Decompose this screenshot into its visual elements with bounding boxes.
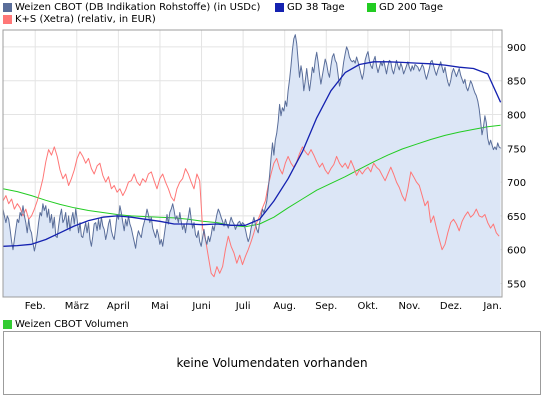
y-tick-label: 550 (507, 279, 526, 290)
gd200-line (2, 124, 501, 228)
legend-item-gd38: GD 38 Tage (275, 1, 345, 13)
x-tick-label: Juli (235, 301, 251, 312)
y-tick-label: 800 (507, 110, 526, 121)
legend-label-gd38: GD 38 Tage (287, 1, 345, 13)
ks-line (2, 146, 500, 278)
legend-item-price: Weizen CBOT (DB Indikation Rohstoffe) (i… (3, 1, 260, 13)
volume-swatch-icon (3, 319, 12, 329)
y-tick-label: 750 (507, 144, 526, 155)
volume-panel: keine Volumendaten vorhanden (3, 331, 541, 395)
ks-swatch-icon (3, 14, 12, 24)
x-tick-label: Mai (151, 301, 169, 312)
x-tick-label: Jan. (482, 301, 502, 312)
x-tick-label: April (107, 301, 130, 312)
x-tick-label: Nov. (398, 301, 420, 312)
x-tick-label: Feb. (25, 301, 46, 312)
y-tick-label: 900 (507, 43, 526, 54)
legend-item-volume: Weizen CBOT Volumen (3, 318, 129, 330)
plot-border (2, 29, 503, 298)
x-tick-label: Juni (191, 301, 210, 312)
gd38-swatch-icon (275, 2, 284, 12)
legend-label-ks: K+S (Xetra) (relativ, in EUR) (15, 13, 156, 25)
gd38-line (2, 61, 502, 247)
y-tick-label: 700 (507, 178, 526, 189)
y-tick-label: 600 (507, 246, 526, 257)
legend-item-gd200: GD 200 Tage (367, 1, 443, 13)
x-tick-label: Aug. (273, 301, 296, 312)
legend-item-ks: K+S (Xetra) (relativ, in EUR) (3, 13, 156, 25)
legend-label-gd200: GD 200 Tage (379, 1, 443, 13)
x-tick-label: Dez. (440, 301, 462, 312)
legend-label-volume: Weizen CBOT Volumen (15, 318, 129, 330)
gd200-swatch-icon (367, 2, 376, 12)
y-tick-label: 850 (507, 77, 526, 88)
legend-label-price: Weizen CBOT (DB Indikation Rohstoffe) (i… (15, 1, 261, 13)
price-line (2, 34, 501, 252)
price-swatch-icon (3, 2, 12, 12)
y-tick-label: 650 (507, 212, 526, 223)
x-tick-label: März (65, 301, 89, 312)
x-tick-label: Okt. (357, 301, 378, 312)
price-area (3, 34, 501, 297)
price-chart: 550 600 650 700 750 800 850 900 Feb. März April Mai… (2, 29, 526, 312)
volume-empty-message: keine Volumendaten vorhanden (176, 356, 368, 370)
x-tick-label: Sep. (315, 301, 337, 312)
